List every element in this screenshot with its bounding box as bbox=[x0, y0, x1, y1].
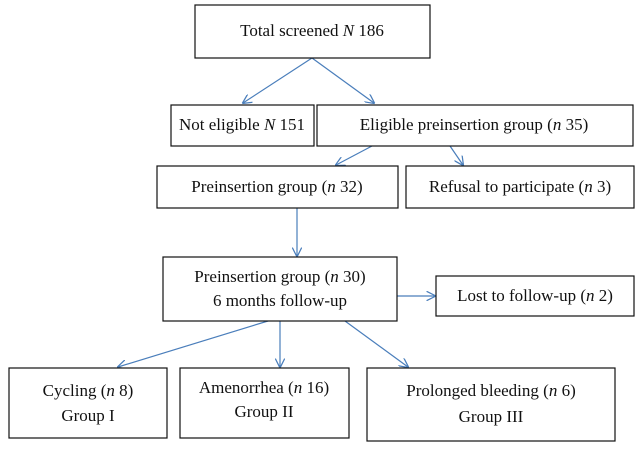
node: Amenorrhea (n 16) Group II bbox=[179, 367, 350, 439]
text: Eligible preinsertion group ( bbox=[360, 115, 553, 134]
node: Eligible preinsertion group (n 35) bbox=[316, 104, 634, 147]
node-box bbox=[8, 367, 168, 439]
text: n bbox=[327, 177, 336, 196]
node-box bbox=[435, 275, 635, 317]
node: Total screened N 186 bbox=[194, 4, 431, 59]
node: Prolonged bleeding (n 6) Group III bbox=[366, 367, 616, 442]
text: Preinsertion group ( bbox=[194, 267, 330, 286]
text: Cycling ( bbox=[43, 381, 107, 400]
node-box bbox=[405, 165, 635, 209]
text: 186 bbox=[354, 21, 384, 40]
text: 35) bbox=[561, 115, 588, 134]
text: Refusal to participate ( bbox=[429, 177, 585, 196]
node-box bbox=[316, 104, 634, 147]
node-label: Total screened N 186 bbox=[240, 21, 384, 40]
node: Lost to follow-up (n 2) bbox=[435, 275, 635, 317]
node-label: Group II bbox=[234, 402, 293, 421]
text: Amenorrhea ( bbox=[199, 378, 294, 397]
text: n bbox=[294, 378, 303, 397]
text: 6) bbox=[557, 381, 575, 400]
text: 32) bbox=[336, 177, 363, 196]
arrow bbox=[344, 320, 408, 367]
arrow bbox=[311, 57, 374, 103]
text: Prolonged bleeding ( bbox=[406, 381, 549, 400]
node-label: Lost to follow-up (n 2) bbox=[457, 286, 613, 305]
node: Not eligible N 151 bbox=[170, 104, 315, 147]
node-box bbox=[170, 104, 315, 147]
arrow bbox=[336, 145, 373, 165]
node-label: Refusal to participate (n 3) bbox=[429, 177, 611, 196]
text: n bbox=[330, 267, 339, 286]
node: Cycling (n 8) Group I bbox=[8, 367, 168, 439]
node-label: Not eligible N 151 bbox=[179, 115, 305, 134]
node-box bbox=[156, 165, 399, 209]
node-box bbox=[179, 367, 350, 439]
text: Not eligible bbox=[179, 115, 264, 134]
text: 2) bbox=[594, 286, 612, 305]
text: 30) bbox=[339, 267, 366, 286]
text: n bbox=[106, 381, 115, 400]
text: n bbox=[586, 286, 595, 305]
text: Lost to follow-up ( bbox=[457, 286, 586, 305]
node-label: Amenorrhea (n 16) bbox=[199, 378, 329, 397]
text: Total screened bbox=[240, 21, 343, 40]
text: Preinsertion group ( bbox=[191, 177, 327, 196]
arrow bbox=[243, 57, 313, 103]
arrow bbox=[449, 145, 463, 165]
text: N bbox=[263, 115, 277, 134]
node: Refusal to participate (n 3) bbox=[405, 165, 635, 209]
arrows bbox=[118, 57, 463, 367]
node-label: Group III bbox=[459, 407, 524, 426]
node-label: Group I bbox=[61, 406, 115, 425]
node-box bbox=[162, 256, 398, 322]
text: 151 bbox=[275, 115, 305, 134]
node-label: 6 months follow-up bbox=[213, 291, 347, 310]
node-label: Prolonged bleeding (n 6) bbox=[406, 381, 576, 400]
node-label: Preinsertion group (n 32) bbox=[191, 177, 362, 196]
arrow bbox=[118, 320, 269, 367]
text: n bbox=[553, 115, 562, 134]
text: 16) bbox=[302, 378, 329, 397]
node-label: Eligible preinsertion group (n 35) bbox=[360, 115, 589, 134]
text: 3) bbox=[593, 177, 611, 196]
node: Preinsertion group (n 30) 6 months follo… bbox=[162, 256, 398, 322]
node-box bbox=[366, 367, 616, 442]
node-box bbox=[194, 4, 431, 59]
text: N bbox=[342, 21, 356, 40]
node: Preinsertion group (n 32) bbox=[156, 165, 399, 209]
text: n bbox=[584, 177, 593, 196]
node-label: Preinsertion group (n 30) bbox=[194, 267, 365, 286]
node-label: Cycling (n 8) bbox=[43, 381, 134, 400]
text: 8) bbox=[115, 381, 133, 400]
text: n bbox=[549, 381, 558, 400]
